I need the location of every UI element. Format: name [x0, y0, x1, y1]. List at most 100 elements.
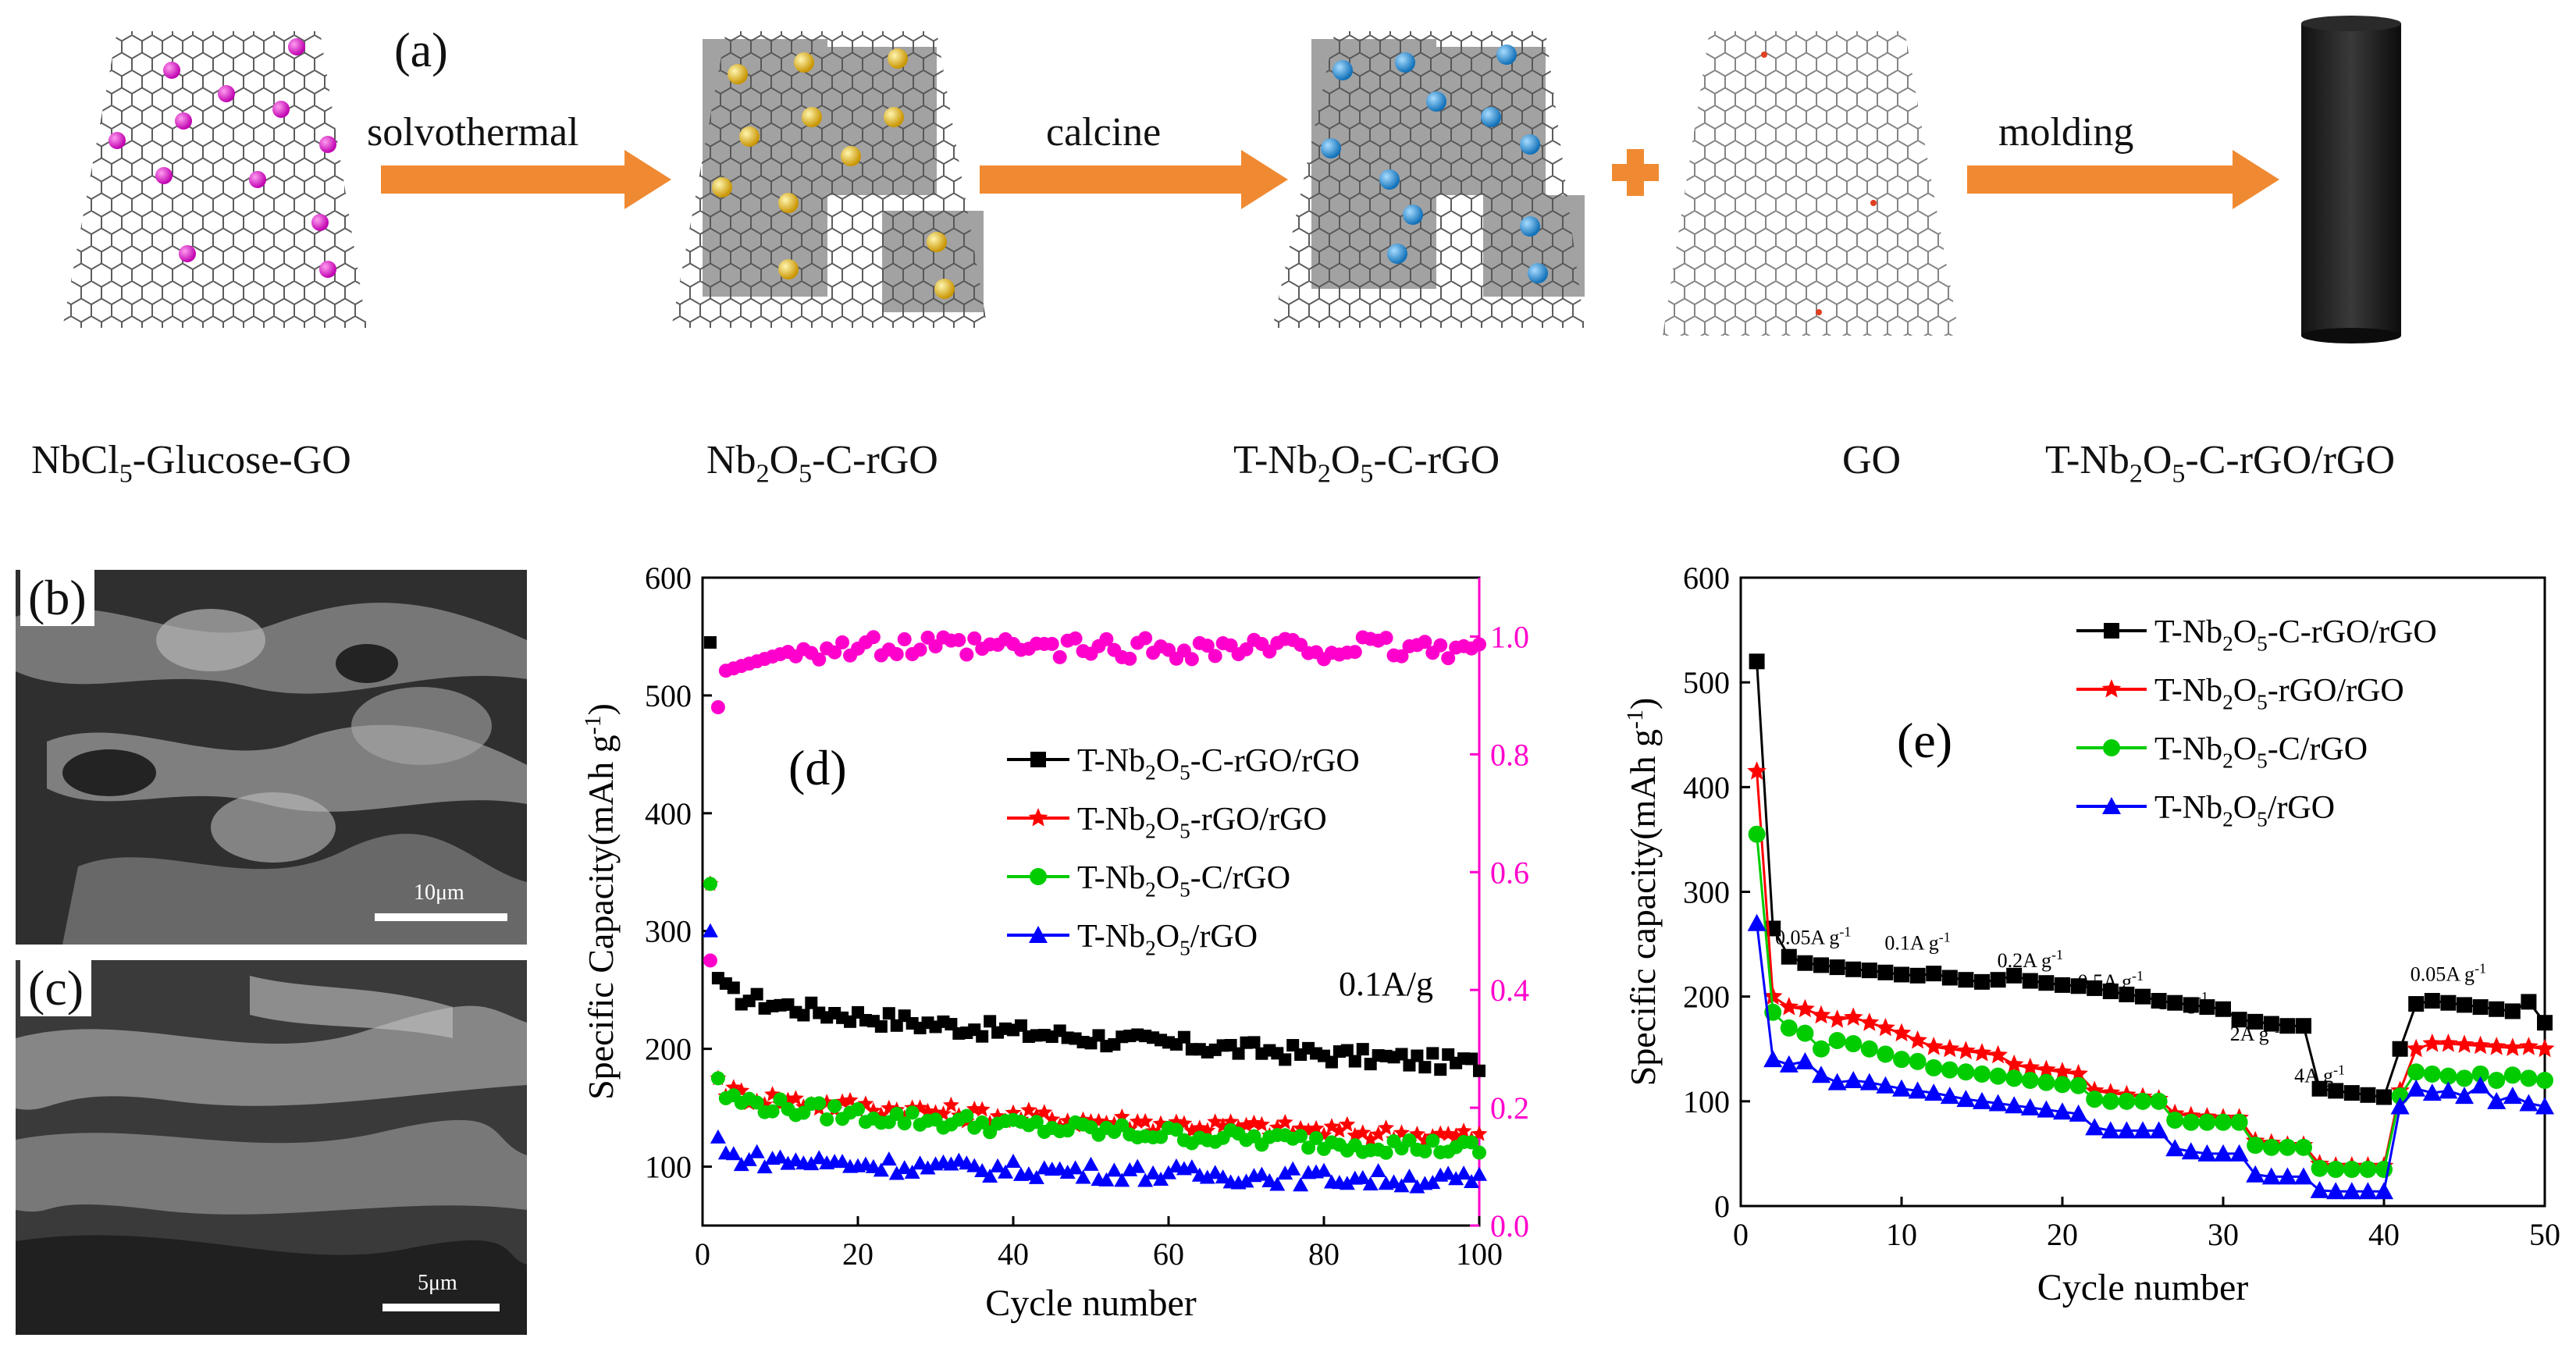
series-3-point	[1137, 1172, 1154, 1187]
series-3-point	[2085, 1118, 2105, 1136]
series-2-point	[851, 1102, 865, 1117]
series-3-point	[1059, 1165, 1076, 1179]
step-calcine-label: calcine	[1046, 110, 1162, 155]
series-2-point	[1828, 1032, 1846, 1050]
series-3-points	[1747, 913, 2554, 1200]
series-0-point	[1426, 1047, 1439, 1060]
series-2-point	[2247, 1137, 2265, 1155]
series-0-point	[1845, 961, 1862, 977]
series-3-point	[998, 1164, 1014, 1179]
series-3-point	[2503, 1087, 2522, 1105]
series-3-point	[749, 1144, 765, 1158]
arrow-solvothermal	[381, 150, 671, 209]
series-3-point	[1207, 1165, 1223, 1179]
ce-point	[897, 632, 912, 646]
rate-label: 0.1A g-1	[1884, 929, 1950, 954]
series-3-point	[2020, 1098, 2040, 1115]
y2-tick-label: 1.0	[1490, 619, 1529, 654]
series-0-point	[2087, 980, 2103, 996]
series-2-point	[1115, 1118, 1130, 1133]
series-0-point	[727, 981, 740, 994]
series-3-point	[2439, 1081, 2458, 1099]
series-3-point	[1277, 1165, 1293, 1180]
series-1-point	[2004, 1054, 2024, 1073]
series-0-point	[1247, 1036, 1261, 1049]
series-0-points	[1749, 653, 2553, 1105]
ce-point	[889, 647, 904, 662]
panel-c-label: (c)	[20, 960, 92, 1016]
series-3-point	[1098, 1172, 1115, 1187]
ce-point	[967, 631, 982, 646]
series-2-point	[2069, 1076, 2087, 1094]
series-3-point	[920, 1160, 936, 1175]
series-3-point	[2053, 1102, 2072, 1120]
series-3-point	[1067, 1160, 1083, 1175]
series-1-point	[1747, 761, 1767, 780]
series-3-point	[1973, 1091, 1991, 1109]
series-0-point	[874, 1019, 888, 1033]
series-3-point	[2487, 1091, 2507, 1109]
series-2-point	[1464, 1135, 1479, 1150]
series-0-point	[2022, 973, 2038, 989]
legend-label: T-Nb2O5-C/rGO	[1077, 860, 1290, 902]
series-3-point	[2197, 1144, 2217, 1162]
series-1-point	[1891, 1023, 1912, 1042]
series-3-point	[1238, 1173, 1254, 1188]
step-molding-label: molding	[1998, 110, 2134, 155]
series-0-point	[1279, 1053, 1292, 1066]
series-1-point	[2535, 1038, 2555, 1058]
series-2-point	[2166, 1111, 2184, 1129]
series-2-point	[1169, 1123, 1183, 1137]
plot-frame	[1739, 576, 2546, 1208]
series-0-point	[1926, 966, 1942, 982]
series-1-point	[1940, 1038, 1960, 1058]
series-2-point	[2182, 1113, 2200, 1131]
series-3-point	[1892, 1079, 1911, 1097]
series-0-point	[2343, 1085, 2360, 1101]
series-0-point	[797, 1009, 810, 1022]
series-2-point	[1029, 1115, 1044, 1130]
series-2-point	[1973, 1065, 1991, 1083]
series-3-point	[1354, 1169, 1371, 1184]
y-tick-label: 400	[645, 796, 692, 831]
x-axis-label: Cycle number	[985, 1283, 1197, 1324]
series-3-point	[896, 1160, 913, 1175]
series-3-point	[710, 1129, 726, 1144]
series-3-point	[2390, 1097, 2410, 1115]
series-0-point	[1092, 1029, 1105, 1042]
ce-point	[1433, 638, 1448, 653]
arrow-calcine	[980, 150, 1288, 209]
ce-point	[913, 642, 927, 657]
rate-label: 0.5A g-1	[2078, 968, 2144, 993]
legend-marker	[1030, 752, 1046, 767]
series-0-point	[1232, 1047, 1245, 1060]
series-2-point	[1925, 1058, 1943, 1076]
series-3-point	[888, 1165, 905, 1180]
series-0-point	[2311, 1080, 2328, 1097]
x-tick-label: 50	[2529, 1217, 2560, 1252]
series-3-point	[1161, 1165, 1176, 1179]
series-3-point	[2181, 1142, 2201, 1160]
ce-point	[1123, 651, 1137, 666]
series-3-point	[1956, 1090, 1976, 1108]
scalebar-c-text: 5μm	[418, 1271, 457, 1295]
series-3-point	[1183, 1159, 1200, 1174]
series-0-point	[1348, 1055, 1361, 1068]
series-2-point	[2343, 1161, 2361, 1179]
series-2-point	[1989, 1067, 2007, 1085]
series-0-point	[2457, 997, 2472, 1013]
y2-tick-label: 0.2	[1490, 1090, 1529, 1126]
x-tick-label: 100	[1456, 1236, 1503, 1272]
rate-label: 0.05A g-1	[1775, 924, 1851, 949]
series-2-point	[1860, 1040, 1878, 1058]
ce-point	[1441, 651, 1456, 666]
series-3-point	[1339, 1176, 1355, 1190]
series-1-point	[2069, 1064, 2088, 1083]
series-0-point	[1974, 973, 1990, 990]
series-1-point	[1137, 1112, 1154, 1129]
series-3-point	[2407, 1079, 2426, 1097]
x-tick-label: 30	[2208, 1217, 2239, 1252]
series-3-point	[982, 1169, 998, 1183]
series-3-point	[1401, 1169, 1418, 1183]
material-label-go: GO	[1842, 438, 1902, 482]
